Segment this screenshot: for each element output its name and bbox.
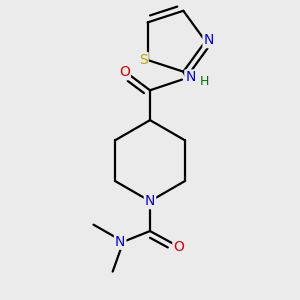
Text: O: O bbox=[119, 65, 130, 79]
Text: S: S bbox=[139, 53, 148, 67]
Text: O: O bbox=[173, 240, 184, 254]
Text: H: H bbox=[200, 75, 209, 88]
Text: N: N bbox=[203, 33, 214, 47]
Text: N: N bbox=[185, 70, 196, 85]
Text: N: N bbox=[145, 194, 155, 208]
Text: N: N bbox=[115, 235, 125, 249]
